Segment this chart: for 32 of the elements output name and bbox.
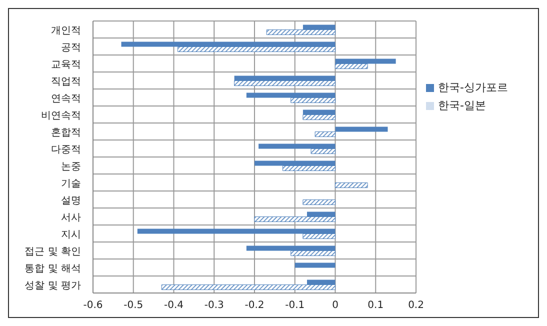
x-tick-label: -0.2 <box>244 300 264 312</box>
y-tick-label: 접근 및 확인 <box>24 246 81 258</box>
y-tick-label: 공적 <box>61 42 81 54</box>
bar <box>294 262 336 268</box>
y-tick-label: 연속적 <box>51 94 81 104</box>
x-tick-label: 0.2 <box>408 300 424 312</box>
legend-label: 한국-싱가포르 <box>438 81 508 94</box>
y-tick-label: 기술 <box>61 178 81 190</box>
x-tick-label: -0.3 <box>204 300 224 312</box>
y-tick-label: 성찰 및 평가 <box>24 280 81 292</box>
y-tick-label: 혼합적 <box>51 128 81 138</box>
y-tick-label: 다중적 <box>51 144 81 156</box>
y-tick-label: 설명 <box>61 196 81 206</box>
legend-label: 한국-일본 <box>438 99 486 112</box>
x-tick-label: -0.4 <box>164 300 184 312</box>
x-tick-label: -0.6 <box>83 300 103 312</box>
bar <box>302 199 336 205</box>
y-tick-label: 직업적 <box>51 76 81 88</box>
bar <box>335 126 388 132</box>
y-tick-label: 논중 <box>61 162 81 172</box>
bar <box>335 182 368 188</box>
x-tick-label: -0.5 <box>124 300 144 312</box>
y-tick-label: 개인적 <box>51 26 81 36</box>
bar <box>314 131 336 137</box>
y-tick-label: 서사 <box>61 212 81 224</box>
x-tick-label: -0.1 <box>285 300 305 312</box>
y-tick-label: 통합 및 해석 <box>24 264 81 274</box>
y-tick-label: 비연속적 <box>41 110 81 122</box>
y-tick-label: 교육적 <box>51 60 81 70</box>
x-tick-label: 0.1 <box>368 300 384 312</box>
x-tick-label: 0 <box>332 300 338 312</box>
y-tick-label: 지시 <box>61 230 81 240</box>
